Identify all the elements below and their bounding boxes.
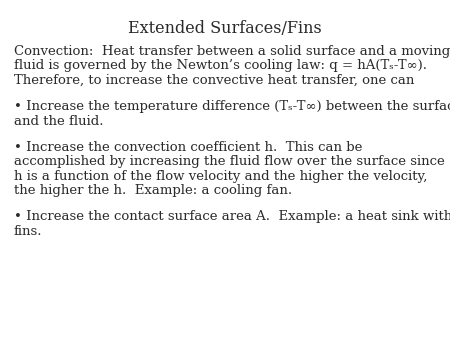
Text: • Increase the temperature difference (Tₛ-T∞) between the surface: • Increase the temperature difference (T… xyxy=(14,100,450,113)
Text: fins.: fins. xyxy=(14,225,42,238)
Text: h is a function of the flow velocity and the higher the velocity,: h is a function of the flow velocity and… xyxy=(14,170,427,183)
Text: • Increase the convection coefficient h.  This can be: • Increase the convection coefficient h.… xyxy=(14,141,362,154)
Text: the higher the h.  Example: a cooling fan.: the higher the h. Example: a cooling fan… xyxy=(14,184,292,197)
Text: • Increase the contact surface area A.  Example: a heat sink with: • Increase the contact surface area A. E… xyxy=(14,210,450,223)
Text: Extended Surfaces/Fins: Extended Surfaces/Fins xyxy=(128,20,322,37)
Text: and the fluid.: and the fluid. xyxy=(14,115,104,128)
Text: fluid is governed by the Newton’s cooling law: q = hA(Tₛ-T∞).: fluid is governed by the Newton’s coolin… xyxy=(14,59,427,72)
Text: Therefore, to increase the convective heat transfer, one can: Therefore, to increase the convective he… xyxy=(14,74,414,87)
Text: Convection:  Heat transfer between a solid surface and a moving: Convection: Heat transfer between a soli… xyxy=(14,45,450,58)
Text: accomplished by increasing the fluid flow over the surface since: accomplished by increasing the fluid flo… xyxy=(14,155,445,168)
